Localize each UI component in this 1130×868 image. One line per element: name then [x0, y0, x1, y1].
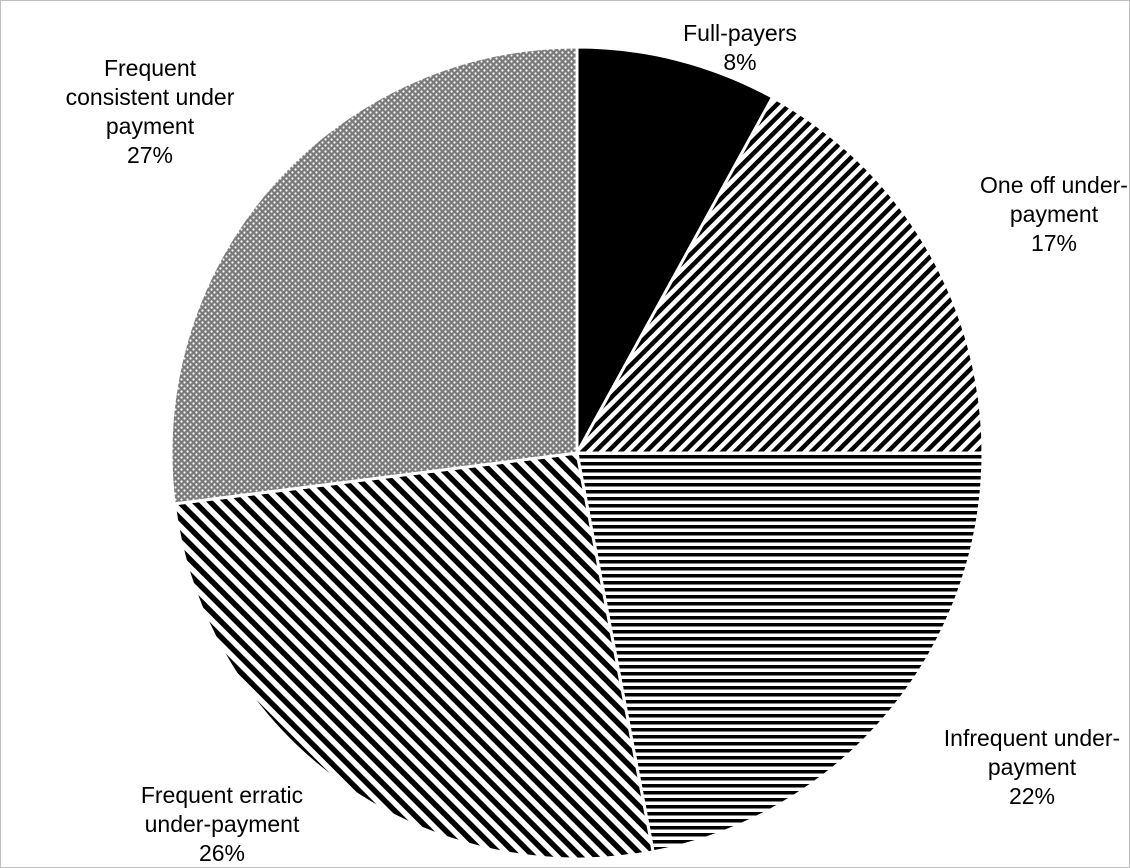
pie-slice-3	[575, 451, 985, 854]
pie-slice-1	[575, 45, 775, 455]
slice-label-4: Frequent erratic under-payment 26%	[141, 782, 303, 866]
slice-name-line: payment	[988, 754, 1077, 780]
slice-percent-label: 22%	[1009, 783, 1055, 809]
labels-layer: Full-payers 8% One off under-payment 17% Inf…	[66, 20, 1128, 866]
slice-label-5: Frequent consistent under payment 27%	[66, 55, 235, 168]
pie-slice-5	[169, 45, 579, 506]
slice-name-line: Infrequent under-	[944, 725, 1120, 751]
slice-name-line: consistent under	[66, 84, 235, 110]
slice-percent-label: 17%	[1031, 230, 1077, 256]
slice-name-line: Frequent erratic	[141, 782, 303, 808]
slice-percent-label: 26%	[199, 840, 245, 866]
slice-label-3: Infrequent under-payment 22%	[944, 725, 1120, 809]
slice-percent-label: 27%	[127, 142, 173, 168]
pie-slice-4	[172, 451, 655, 861]
slice-name-line: One off under-	[980, 172, 1128, 198]
slice-name-line: Frequent	[104, 55, 197, 81]
pie-slice-2	[575, 95, 985, 455]
slice-name-line: Full-payers	[683, 20, 797, 46]
slice-name-line: payment	[1010, 201, 1099, 227]
slice-name-line: payment	[106, 113, 195, 139]
slice-label-2: One off under-payment 17%	[980, 172, 1128, 256]
slice-name-line: under-payment	[145, 811, 300, 837]
slice-label-1: Full-payers 8%	[683, 20, 797, 75]
slices-layer	[169, 45, 985, 861]
slice-percent-label: 8%	[723, 49, 756, 75]
